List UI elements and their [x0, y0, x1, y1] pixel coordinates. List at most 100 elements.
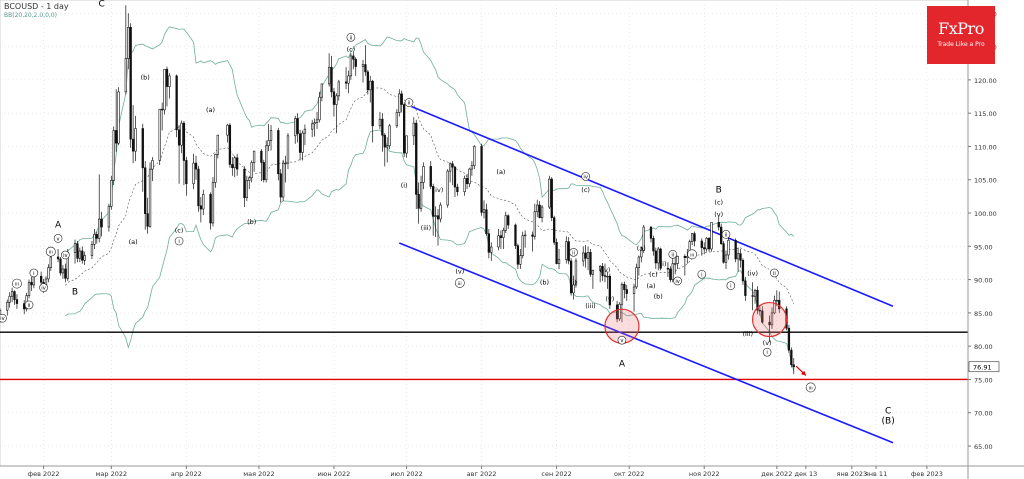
candle-body — [265, 145, 268, 181]
wave-label: C — [98, 0, 104, 9]
wave-label: (iii) — [421, 224, 432, 232]
wave-label-circle — [721, 230, 731, 239]
wave-label: (i) — [660, 260, 667, 268]
candle-body — [603, 275, 607, 277]
candle-body — [615, 304, 619, 320]
channel-line — [411, 105, 894, 307]
y-tick-label: 65.00 — [974, 443, 993, 451]
candle-body — [640, 250, 643, 258]
wave-label-circle — [29, 268, 39, 278]
x-tick-label: окт 2022 — [614, 470, 644, 478]
candle-body — [490, 246, 493, 253]
candle-body — [519, 255, 522, 265]
wave-label: C — [885, 407, 891, 417]
candle-body — [248, 177, 251, 181]
candle-body — [110, 180, 113, 207]
candle-body — [635, 267, 638, 288]
candle-body — [700, 240, 703, 248]
candle-body — [15, 299, 19, 304]
wave-label-circle — [454, 278, 465, 288]
candle-body — [790, 349, 793, 366]
candle-body — [209, 194, 212, 224]
candle-body — [434, 215, 437, 217]
candle-body — [567, 241, 570, 262]
candle-body — [608, 275, 611, 306]
candle-body — [632, 286, 636, 294]
candle-body — [429, 166, 432, 187]
candle-body — [315, 119, 319, 123]
candle-body — [369, 80, 372, 91]
candle-body — [540, 206, 544, 218]
wave-label: (a) — [206, 106, 215, 114]
wave-label: (a) — [496, 168, 505, 176]
candle-body — [453, 166, 457, 188]
candle-body — [182, 122, 186, 161]
candle-body — [226, 124, 229, 136]
bollinger-upper — [64, 26, 795, 255]
wave-label: v — [57, 236, 60, 242]
x-tick-label: мар 2022 — [96, 470, 128, 478]
wave-label-circle — [174, 236, 184, 246]
candle-body — [386, 145, 389, 148]
wave-label-circle — [404, 98, 414, 107]
candle-body — [674, 263, 677, 265]
x-tick-label: сен 2022 — [541, 470, 571, 478]
candle-body — [606, 275, 609, 278]
candle-body — [436, 215, 440, 220]
candle-body — [451, 163, 454, 168]
candle-body — [129, 26, 132, 140]
candle-body — [76, 243, 79, 259]
candle-body — [364, 64, 367, 73]
wave-label: (c) — [714, 199, 723, 207]
wave-label: (iii) — [743, 330, 754, 338]
candle-body — [231, 164, 234, 169]
candle-body — [284, 162, 287, 165]
candle-body — [601, 265, 604, 276]
candle-body — [100, 218, 103, 228]
candle-body — [371, 80, 374, 127]
candle-body — [124, 58, 127, 93]
candle-body — [354, 58, 357, 67]
candle-body — [160, 108, 164, 111]
candle-body — [586, 252, 590, 259]
candle-body — [262, 162, 265, 181]
wave-label: B — [716, 186, 722, 196]
x-tick-label: июн 2022 — [318, 470, 351, 478]
candle-body — [83, 255, 86, 261]
wave-label-circle — [697, 269, 707, 279]
candle-body — [344, 81, 348, 84]
candle-body — [332, 91, 336, 105]
candle-body — [388, 125, 391, 147]
candle-body — [233, 157, 236, 169]
y-tick-label: 120.00 — [974, 77, 997, 85]
candle-body — [32, 275, 36, 286]
candle-body — [591, 269, 595, 275]
wave-label: iv — [0, 316, 5, 322]
candle-body — [320, 83, 324, 98]
candle-body — [318, 96, 321, 121]
wave-label-circle — [39, 283, 48, 292]
candle-body — [303, 128, 307, 134]
x-tick-label: ноя 2022 — [689, 470, 720, 478]
candle-body — [93, 234, 96, 245]
wave-label: iii — [49, 250, 53, 256]
wave-label: ii — [725, 232, 728, 238]
candle-body — [8, 295, 11, 303]
candle-body — [582, 252, 585, 262]
candle-body — [775, 299, 778, 302]
wave-label: i — [33, 271, 34, 277]
candle-body — [569, 260, 573, 294]
wave-label: iii — [15, 282, 19, 288]
candle-body — [652, 238, 655, 252]
candle-body — [39, 275, 43, 283]
wave-label: (i) — [570, 279, 577, 287]
wave-label: iii — [690, 252, 694, 258]
y-tick-label: 95.00 — [974, 243, 993, 251]
candle-body — [432, 186, 435, 217]
candle-body — [422, 166, 425, 183]
logo-brand: FxPro — [938, 19, 984, 38]
wave-label: (c) — [175, 227, 184, 235]
wave-label: iv — [41, 286, 46, 292]
candle-body — [536, 204, 539, 212]
